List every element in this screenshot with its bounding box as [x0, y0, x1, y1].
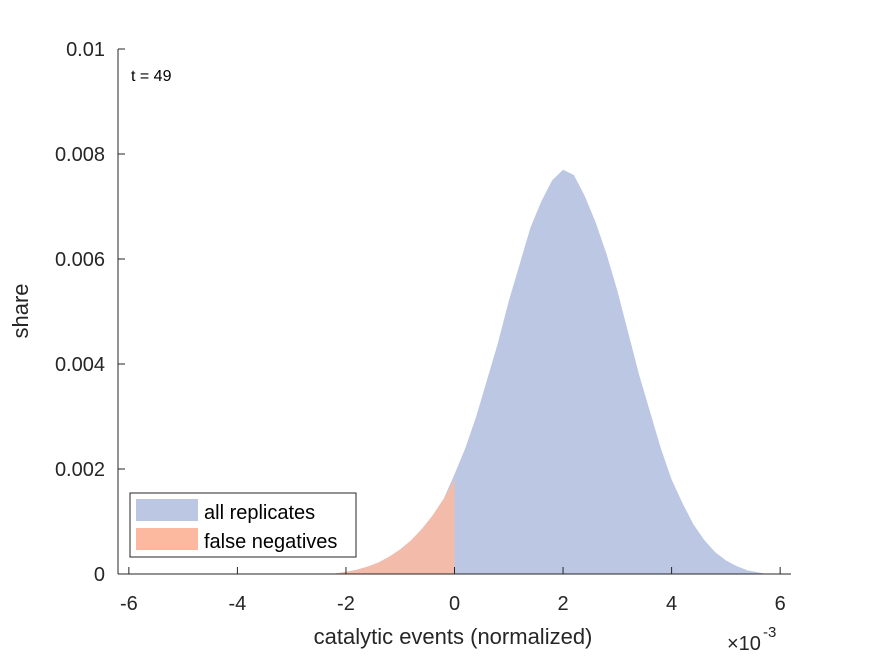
legend-swatch-all-replicates — [136, 499, 198, 521]
y-ticks: 0 0.002 0.004 0.006 0.008 0.01 — [55, 39, 125, 586]
x-multiplier: ×10 -3 — [727, 624, 776, 655]
y-tick-label: 0 — [94, 564, 105, 586]
y-tick-label: 0.006 — [55, 249, 105, 271]
series-layer — [335, 169, 764, 574]
x-tick-label: -6 — [120, 593, 138, 615]
y-tick-label: 0.008 — [55, 144, 105, 166]
x-tick-label: 0 — [449, 593, 460, 615]
legend-label-all-replicates: all replicates — [204, 502, 315, 524]
y-tick-label: 0.004 — [55, 354, 105, 376]
x-tick-label: 4 — [666, 593, 677, 615]
x-tick-label: 2 — [557, 593, 568, 615]
x-tick-label: -2 — [337, 593, 355, 615]
legend: all replicates false negatives — [129, 492, 357, 558]
y-tick-label: 0.01 — [66, 39, 105, 61]
x-multiplier-exponent: -3 — [763, 624, 776, 641]
x-multiplier-base: ×10 — [727, 633, 761, 655]
y-axis-label: share — [8, 283, 33, 338]
x-ticks: -6 -4 -2 0 2 4 6 — [120, 567, 786, 615]
time-annotation: t = 49 — [131, 68, 172, 85]
y-tick-label: 0.002 — [55, 459, 105, 481]
x-tick-label: -4 — [229, 593, 247, 615]
x-axis-label: catalytic events (normalized) — [314, 624, 593, 649]
legend-label-false-negatives: false negatives — [204, 531, 337, 553]
series-area-false-negatives — [335, 479, 455, 574]
legend-swatch-false-negatives — [136, 528, 198, 550]
series-area-all-replicates — [335, 169, 764, 574]
x-tick-label: 6 — [775, 593, 786, 615]
